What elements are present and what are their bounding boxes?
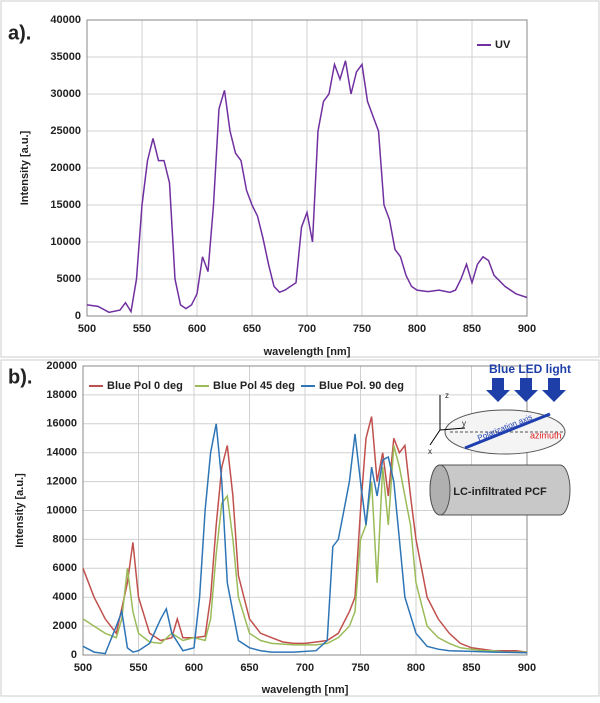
x-tick-label: 700 xyxy=(296,662,314,674)
x-axis-title: wavelength [nm] xyxy=(261,684,349,696)
y-tick-label: 0 xyxy=(75,310,81,322)
y-axis-title: Intensity [a.u.] xyxy=(19,130,31,205)
legend-label: Blue Pol. 90 deg xyxy=(319,380,404,392)
x-axis-title: wavelength [nm] xyxy=(263,346,351,358)
y-tick-label: 35000 xyxy=(50,51,81,63)
y-tick-label: 15000 xyxy=(50,199,81,211)
y-tick-label: 5000 xyxy=(57,273,81,285)
x-tick-label: 900 xyxy=(518,662,536,674)
legend-label: Blue Pol 0 deg xyxy=(107,380,183,392)
x-tick-label: 850 xyxy=(462,662,480,674)
y-tick-label: 4000 xyxy=(53,591,77,603)
y-tick-label: 16000 xyxy=(46,418,77,430)
y-tick-label: 12000 xyxy=(46,476,77,488)
x-tick-label: 700 xyxy=(298,323,316,335)
y-axis-title: Intensity [a.u.] xyxy=(14,473,26,548)
light-arrow xyxy=(542,378,566,402)
x-tick-label: 800 xyxy=(407,662,425,674)
panel-frame xyxy=(0,359,600,697)
panel-label: a). xyxy=(8,22,31,44)
x-tick-label: 650 xyxy=(240,662,258,674)
y-tick-label: 6000 xyxy=(53,562,77,574)
annotation: y xyxy=(462,419,466,428)
data-line xyxy=(82,445,527,653)
x-tick-label: 900 xyxy=(518,323,536,335)
legend-label: UV xyxy=(495,39,511,51)
annotation: x xyxy=(428,447,432,456)
data-line xyxy=(82,423,528,655)
annotation: LC-infiltrated PCF xyxy=(453,486,547,498)
y-tick-label: 14000 xyxy=(46,447,77,459)
fiber-end xyxy=(429,464,451,516)
legend-label: Blue Pol 45 deg xyxy=(213,380,295,392)
x-tick-label: 600 xyxy=(185,662,203,674)
y-tick-label: 2000 xyxy=(53,620,77,632)
y-tick-label: 0 xyxy=(71,649,77,661)
y-tick-label: 8000 xyxy=(53,533,77,545)
x-tick-label: 750 xyxy=(351,662,369,674)
plot-frame xyxy=(86,19,528,317)
y-tick-label: 10000 xyxy=(46,504,77,516)
data-line xyxy=(86,60,528,314)
coordinate-axes xyxy=(429,395,466,446)
panel-label: b). xyxy=(8,366,32,388)
polarization-axis xyxy=(464,412,551,450)
x-tick-label: 750 xyxy=(353,323,371,335)
light-arrow xyxy=(486,378,510,402)
y-tick-label: 18000 xyxy=(46,389,77,401)
annotation: z xyxy=(445,391,449,400)
x-tick-label: 550 xyxy=(133,323,151,335)
y-tick-label: 25000 xyxy=(50,125,81,137)
y-tick-label: 20000 xyxy=(46,360,77,372)
x-tick-label: 650 xyxy=(243,323,261,335)
y-tick-label: 20000 xyxy=(50,162,81,174)
y-tick-label: 40000 xyxy=(50,14,81,26)
x-tick-label: 550 xyxy=(129,662,147,674)
x-tick-label: 800 xyxy=(408,323,426,335)
annotation: azimuth xyxy=(530,430,562,440)
annotation: Blue LED light xyxy=(489,362,571,376)
panel-frame xyxy=(0,0,600,358)
inset-diagram: Blue LED light Polarization axis azimuth… xyxy=(428,362,571,516)
x-tick-label: 600 xyxy=(188,323,206,335)
x-tick-label: 500 xyxy=(78,323,96,335)
y-tick-label: 30000 xyxy=(50,88,81,100)
x-tick-label: 850 xyxy=(463,323,481,335)
x-tick-label: 500 xyxy=(74,662,92,674)
y-tick-label: 10000 xyxy=(50,236,81,248)
light-arrow xyxy=(514,378,538,402)
